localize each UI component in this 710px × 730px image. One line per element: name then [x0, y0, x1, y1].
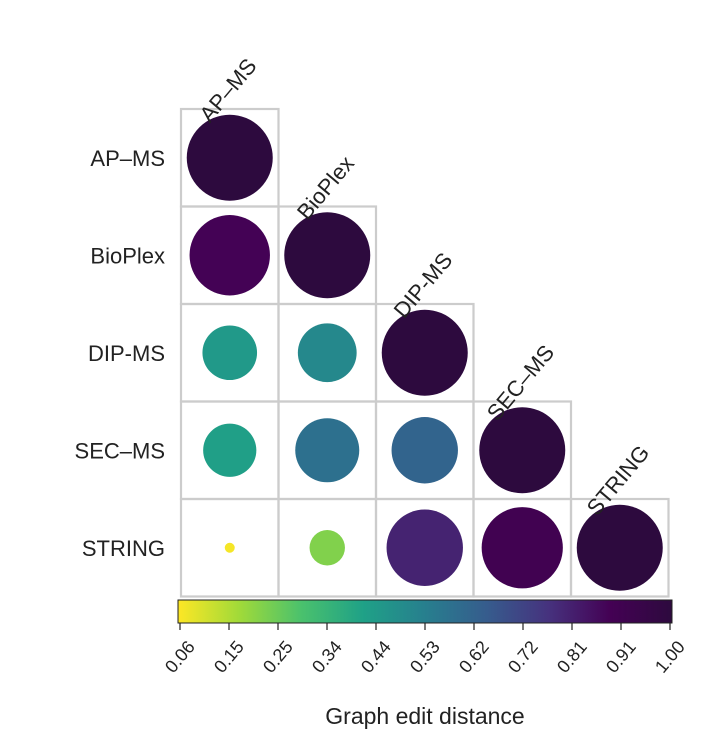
cell-circle	[284, 212, 371, 299]
cell-circle	[297, 323, 357, 383]
colorbar-tick-label: 0.44	[357, 637, 395, 677]
colorbar-tick-label: 0.15	[210, 637, 248, 677]
row-label: STRING	[82, 536, 165, 561]
cell-circle	[295, 418, 360, 483]
cell-circle	[202, 325, 258, 381]
colorbar-tick-label: 0.81	[553, 637, 591, 677]
colorbar-tick-label: 0.62	[455, 637, 493, 677]
cell-circle	[576, 504, 663, 591]
grid-cell	[569, 497, 670, 598]
row-label: AP–MS	[90, 146, 165, 171]
colorbar-tick-label: 0.06	[161, 637, 199, 677]
cell-circle	[391, 417, 458, 484]
cell-circle	[203, 423, 257, 477]
colorbar-tick-label: 0.34	[308, 637, 346, 677]
colorbar-title: Graph edit distance	[325, 703, 524, 729]
cell-circle	[224, 542, 235, 553]
colorbar-tick-label: 0.72	[504, 637, 542, 677]
cell-circle	[309, 530, 345, 566]
colorbar-ticks: 0.06 0.15 0.25 0.34 0.44 0.53 0.62 0.72 0.81 0.91…	[161, 623, 689, 677]
cell-circle	[386, 509, 463, 586]
colorbar-gradient	[177, 599, 673, 624]
cell-circle	[381, 309, 468, 396]
colorbar-tick-label: 0.53	[406, 637, 444, 677]
colorbar-tick-label: 1.00	[651, 637, 689, 677]
row-label: DIP-MS	[88, 341, 165, 366]
cell-circle	[189, 215, 270, 296]
cell-circle	[479, 407, 566, 494]
colorbar-tick-label: 0.25	[259, 637, 297, 677]
cell-circle	[186, 114, 273, 201]
circle-layer	[186, 114, 663, 591]
row-labels: AP–MS BioPlex DIP-MS SEC–MS STRING	[75, 146, 165, 561]
row-label: SEC–MS	[75, 438, 165, 463]
cell-circle	[481, 507, 563, 589]
colorbar-tick-label: 0.91	[602, 637, 640, 677]
grid-layer	[179, 107, 670, 598]
colorbar	[177, 599, 673, 624]
row-label: BioPlex	[90, 243, 165, 268]
